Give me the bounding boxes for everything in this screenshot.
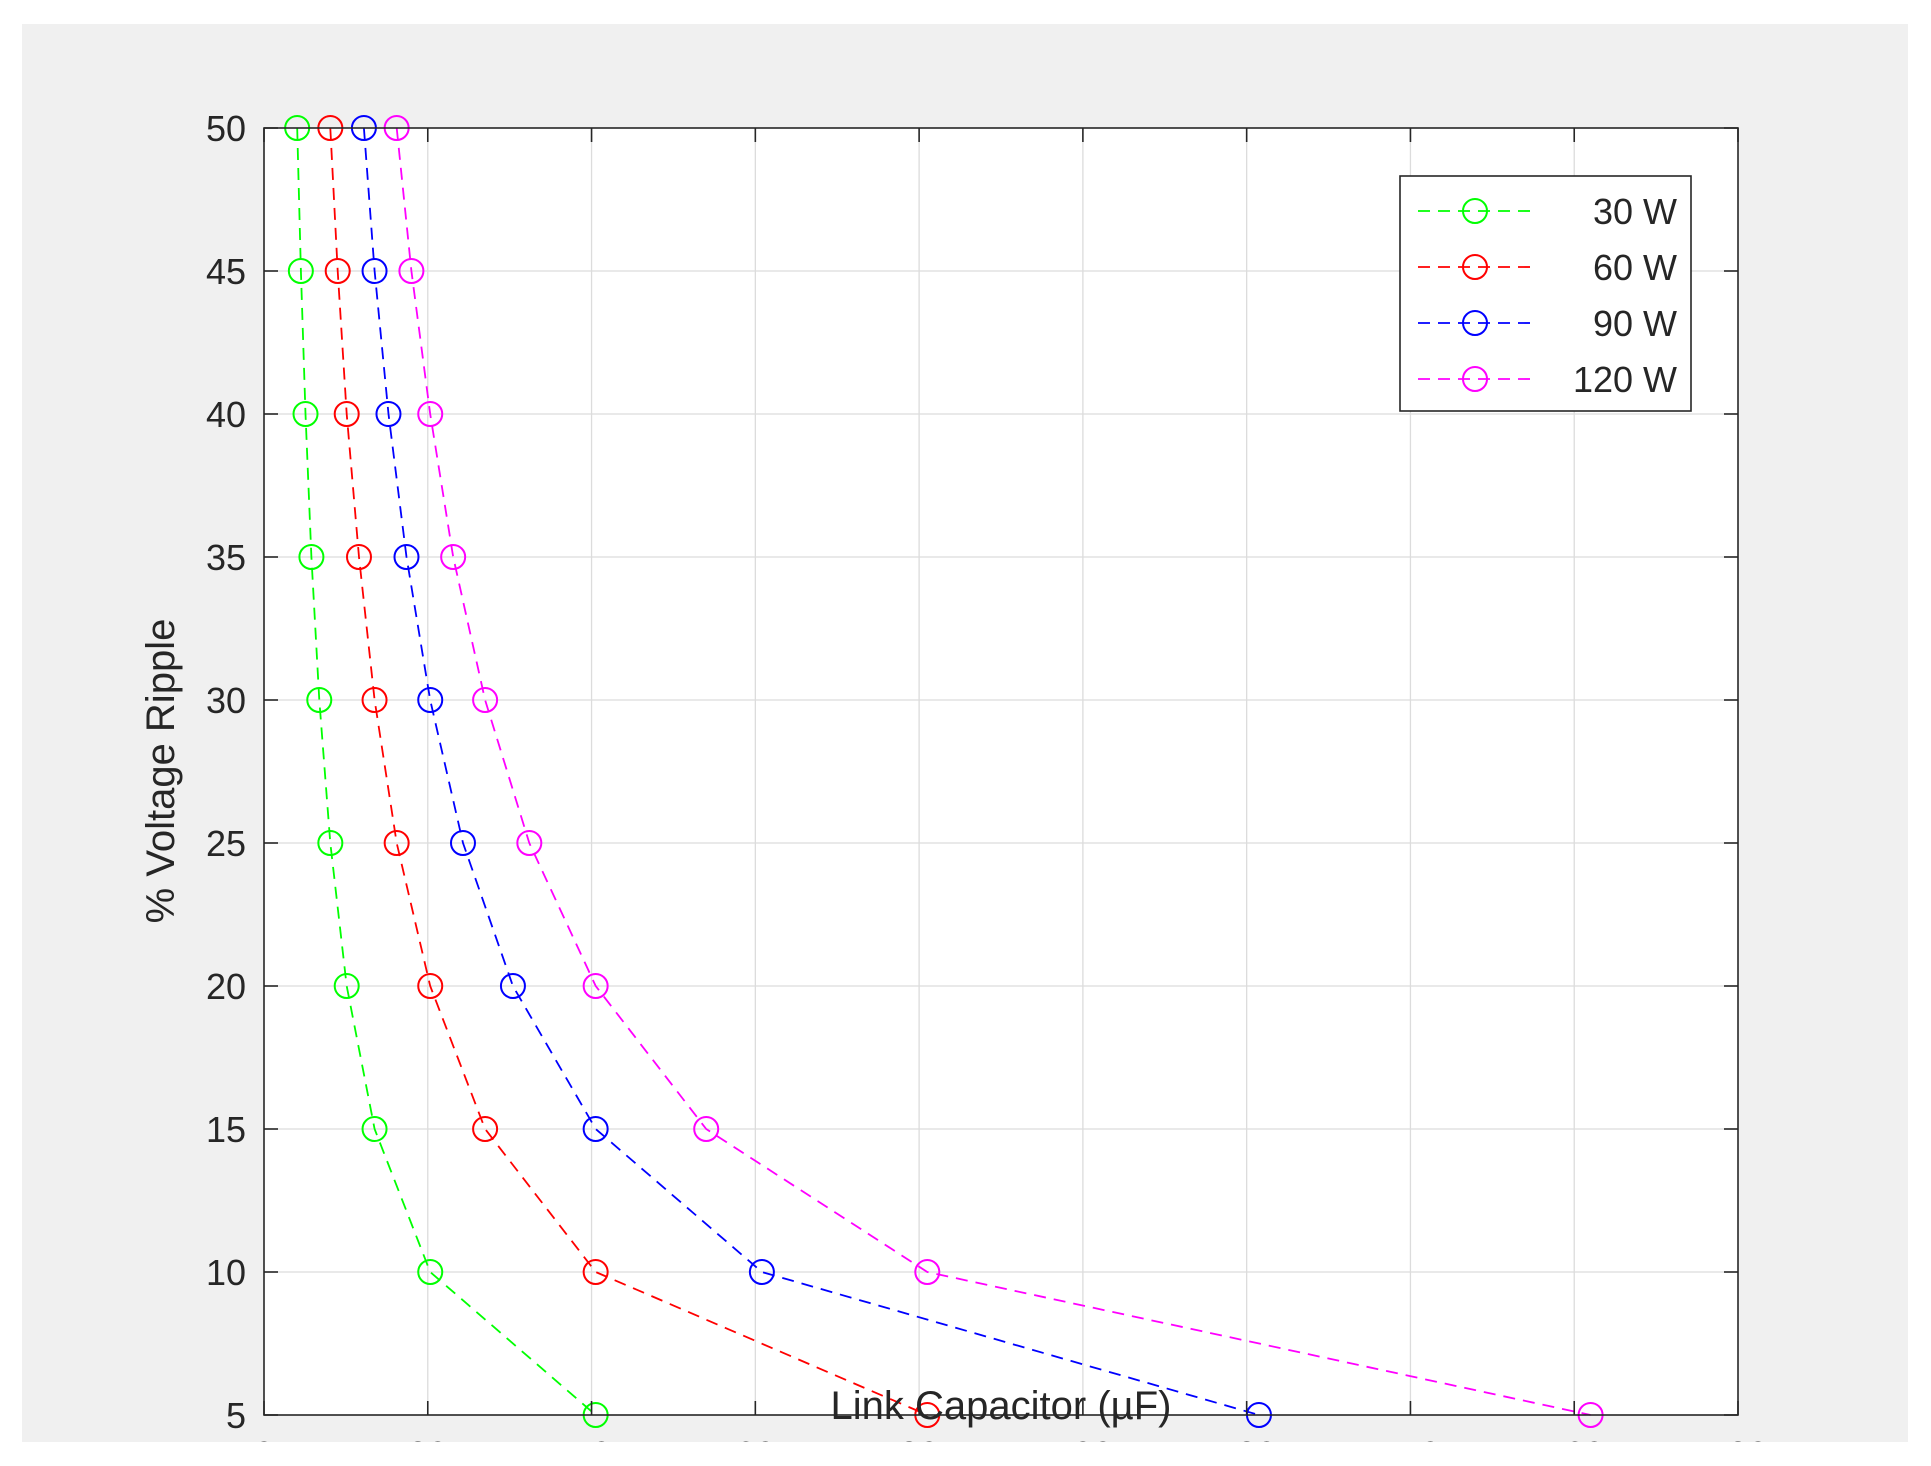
x-tick-label: 180: [1708, 1434, 1768, 1442]
x-axis-ticks: 0 20 40 60 80 100 120 140 160 180: [254, 128, 1768, 1442]
x-tick-label: 160: [1544, 1434, 1604, 1442]
data-point: [298, 544, 325, 570]
y-tick-label: 15: [206, 1109, 246, 1150]
x-tick-label: 120: [1217, 1434, 1277, 1442]
data-point: [417, 401, 444, 427]
data-point: [383, 830, 410, 856]
y-axis-ticks: 5 10 15 20 25 30 35 40 45 50: [206, 108, 1738, 1436]
data-point: [582, 973, 609, 999]
series-line-1: [296, 127, 597, 1416]
x-tick-label: 60: [735, 1434, 775, 1442]
y-tick-label: 45: [206, 251, 246, 292]
data-point: [417, 1259, 444, 1285]
y-tick-label: 40: [206, 394, 246, 435]
data-point: [417, 973, 444, 999]
y-axis-label: % Voltage Ripple: [139, 619, 183, 924]
legend-label: 30 W: [1593, 191, 1677, 232]
data-point: [393, 544, 420, 570]
data-point: [306, 687, 333, 713]
data-point: [472, 1116, 499, 1142]
data-point: [324, 258, 351, 284]
x-tick-label: 20: [408, 1434, 448, 1442]
data-point: [516, 830, 543, 856]
data-point: [398, 258, 425, 284]
x-tick-label: 0: [254, 1434, 274, 1442]
data-point: [333, 973, 360, 999]
legend: 30 W 60 W 90 W 120 W: [1399, 175, 1692, 412]
legend-marker: [1462, 310, 1488, 336]
x-tick-label: 80: [899, 1434, 939, 1442]
y-tick-label: 30: [206, 680, 246, 721]
plot-frame: [263, 127, 1739, 1416]
legend-marker: [1462, 198, 1488, 224]
data-point: [292, 401, 319, 427]
data-point: [449, 830, 476, 856]
data-point: [361, 258, 388, 284]
series-line-2: [329, 127, 928, 1416]
legend-box: [1399, 175, 1692, 412]
data-point: [375, 401, 402, 427]
series-line-3: [363, 127, 1260, 1416]
data-point: [345, 544, 372, 570]
legend-label: 60 W: [1593, 247, 1677, 288]
data-point: [748, 1259, 775, 1285]
figure-background: 0 20 40 60 80 100 120 140 160 180 5 10 15 20 25 30 35 40…: [22, 24, 1908, 1442]
line-chart: 0 20 40 60 80 100 120 140 160 180 5 10 15 20 25 30 35 40…: [139, 108, 1768, 1442]
data-point: [361, 687, 388, 713]
y-tick-label: 20: [206, 966, 246, 1007]
data-point: [582, 1116, 609, 1142]
x-tick-label: 40: [572, 1434, 612, 1442]
y-tick-label: 10: [206, 1252, 246, 1293]
x-axis-label: Link Capacitor (µF): [831, 1384, 1172, 1428]
data-point: [693, 1116, 720, 1142]
legend-marker: [1462, 254, 1488, 280]
y-tick-label: 5: [226, 1395, 246, 1436]
y-tick-label: 25: [206, 823, 246, 864]
y-tick-label: 35: [206, 537, 246, 578]
legend-marker: [1462, 366, 1488, 392]
y-tick-label: 50: [206, 108, 246, 149]
series-lines: [296, 127, 1591, 1416]
legend-label: 120 W: [1573, 359, 1677, 400]
data-point: [472, 687, 499, 713]
data-point: [914, 1259, 941, 1285]
data-point: [333, 401, 360, 427]
legend-label: 90 W: [1593, 303, 1677, 344]
data-point: [317, 830, 344, 856]
data-point: [287, 258, 314, 284]
data-point: [582, 1259, 609, 1285]
x-tick-label: 140: [1380, 1434, 1440, 1442]
data-point: [361, 1116, 388, 1142]
data-point: [440, 544, 467, 570]
data-point: [499, 973, 526, 999]
data-point: [417, 687, 444, 713]
x-tick-label: 100: [1053, 1434, 1113, 1442]
